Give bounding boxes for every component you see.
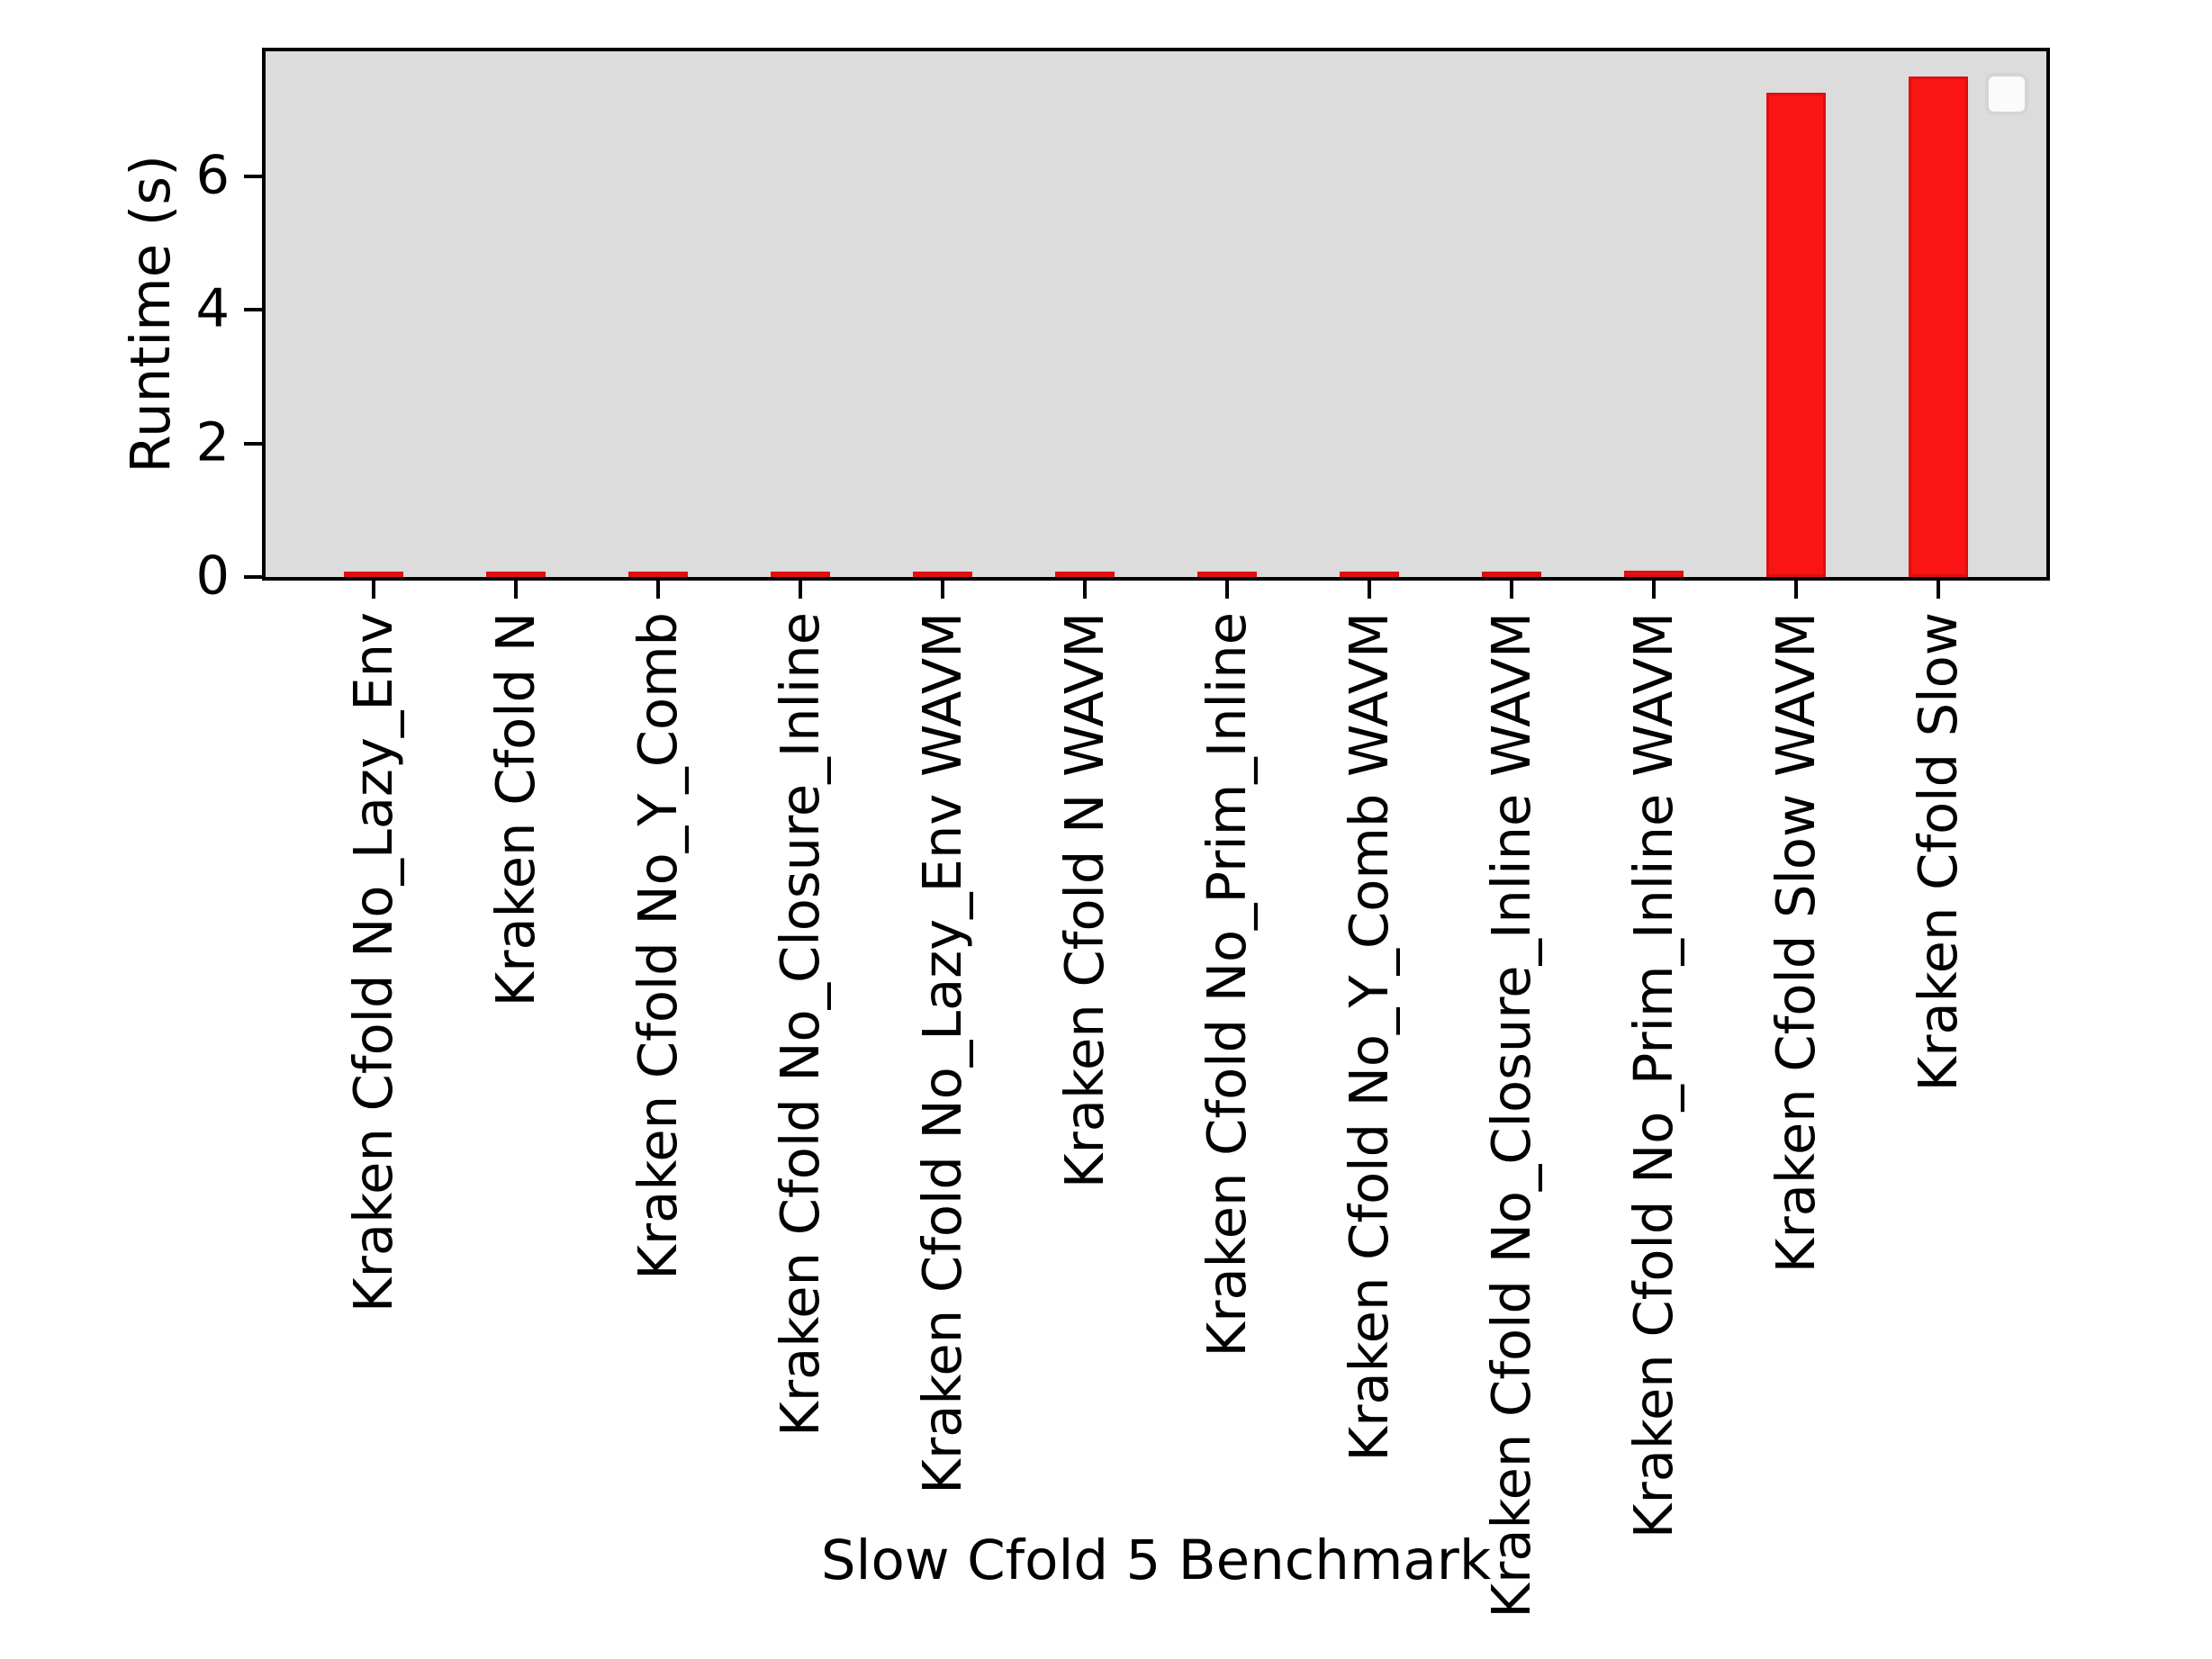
x-tick-label: Kraken Cfold Slow WAVM [1765,612,1827,1274]
bar [1482,572,1541,577]
x-tick-label: Kraken Cfold No_Prim_Inline WAVM [1622,612,1684,1539]
bar [1909,77,1968,577]
x-tick-mark [1510,581,1513,599]
bar [1340,572,1399,577]
x-tick-mark [514,581,518,599]
legend-box [1986,74,2027,114]
x-tick-label: Kraken Cfold N [484,612,546,1007]
x-tick-label: Kraken Cfold N WAVM [1053,612,1115,1189]
x-tick-mark [1083,581,1087,599]
x-tick-label: Kraken Cfold No_Closure_Inline WAVM [1480,612,1542,1618]
x-tick-label: Kraken Cfold No_Y_Comb [627,612,689,1280]
x-tick-mark [941,581,944,599]
y-tick-label: 6 [195,143,230,206]
x-tick-mark [799,581,802,599]
x-tick-mark [1225,581,1229,599]
bar [771,572,830,577]
x-tick-mark [656,581,660,599]
bar [1624,571,1684,577]
bar [1766,93,1826,577]
bar [344,572,403,577]
plot-area [262,48,2050,581]
bar [486,572,546,577]
x-tick-label: Kraken Cfold No_Lazy_Env [342,612,404,1313]
y-tick-label: 2 [195,410,230,473]
x-tick-mark [1937,581,1940,599]
y-tick-mark [244,441,262,446]
y-tick-mark [244,175,262,179]
x-tick-mark [1652,581,1656,599]
x-axis-title: Slow Cfold 5 Benchmark [820,1528,1492,1592]
y-tick-label: 0 [195,544,230,607]
x-tick-mark [372,581,375,599]
x-tick-label: Kraken Cfold No_Lazy_Env WAVM [911,612,973,1494]
x-tick-label: Kraken Cfold No_Y_Comb WAVM [1338,612,1400,1462]
bar [1055,572,1115,577]
x-tick-label: Kraken Cfold No_Prim_Inline [1196,612,1258,1357]
x-tick-mark [1368,581,1371,599]
bar [913,572,972,577]
y-tick-mark [244,575,262,579]
x-tick-label: Kraken Cfold No_Closure_Inline [769,612,831,1437]
x-tick-mark [1794,581,1798,599]
x-tick-label: Kraken Cfold Slow [1907,612,1969,1092]
y-tick-mark [244,308,262,312]
bar [628,572,688,577]
bar [1197,572,1257,577]
y-tick-label: 4 [195,277,230,340]
